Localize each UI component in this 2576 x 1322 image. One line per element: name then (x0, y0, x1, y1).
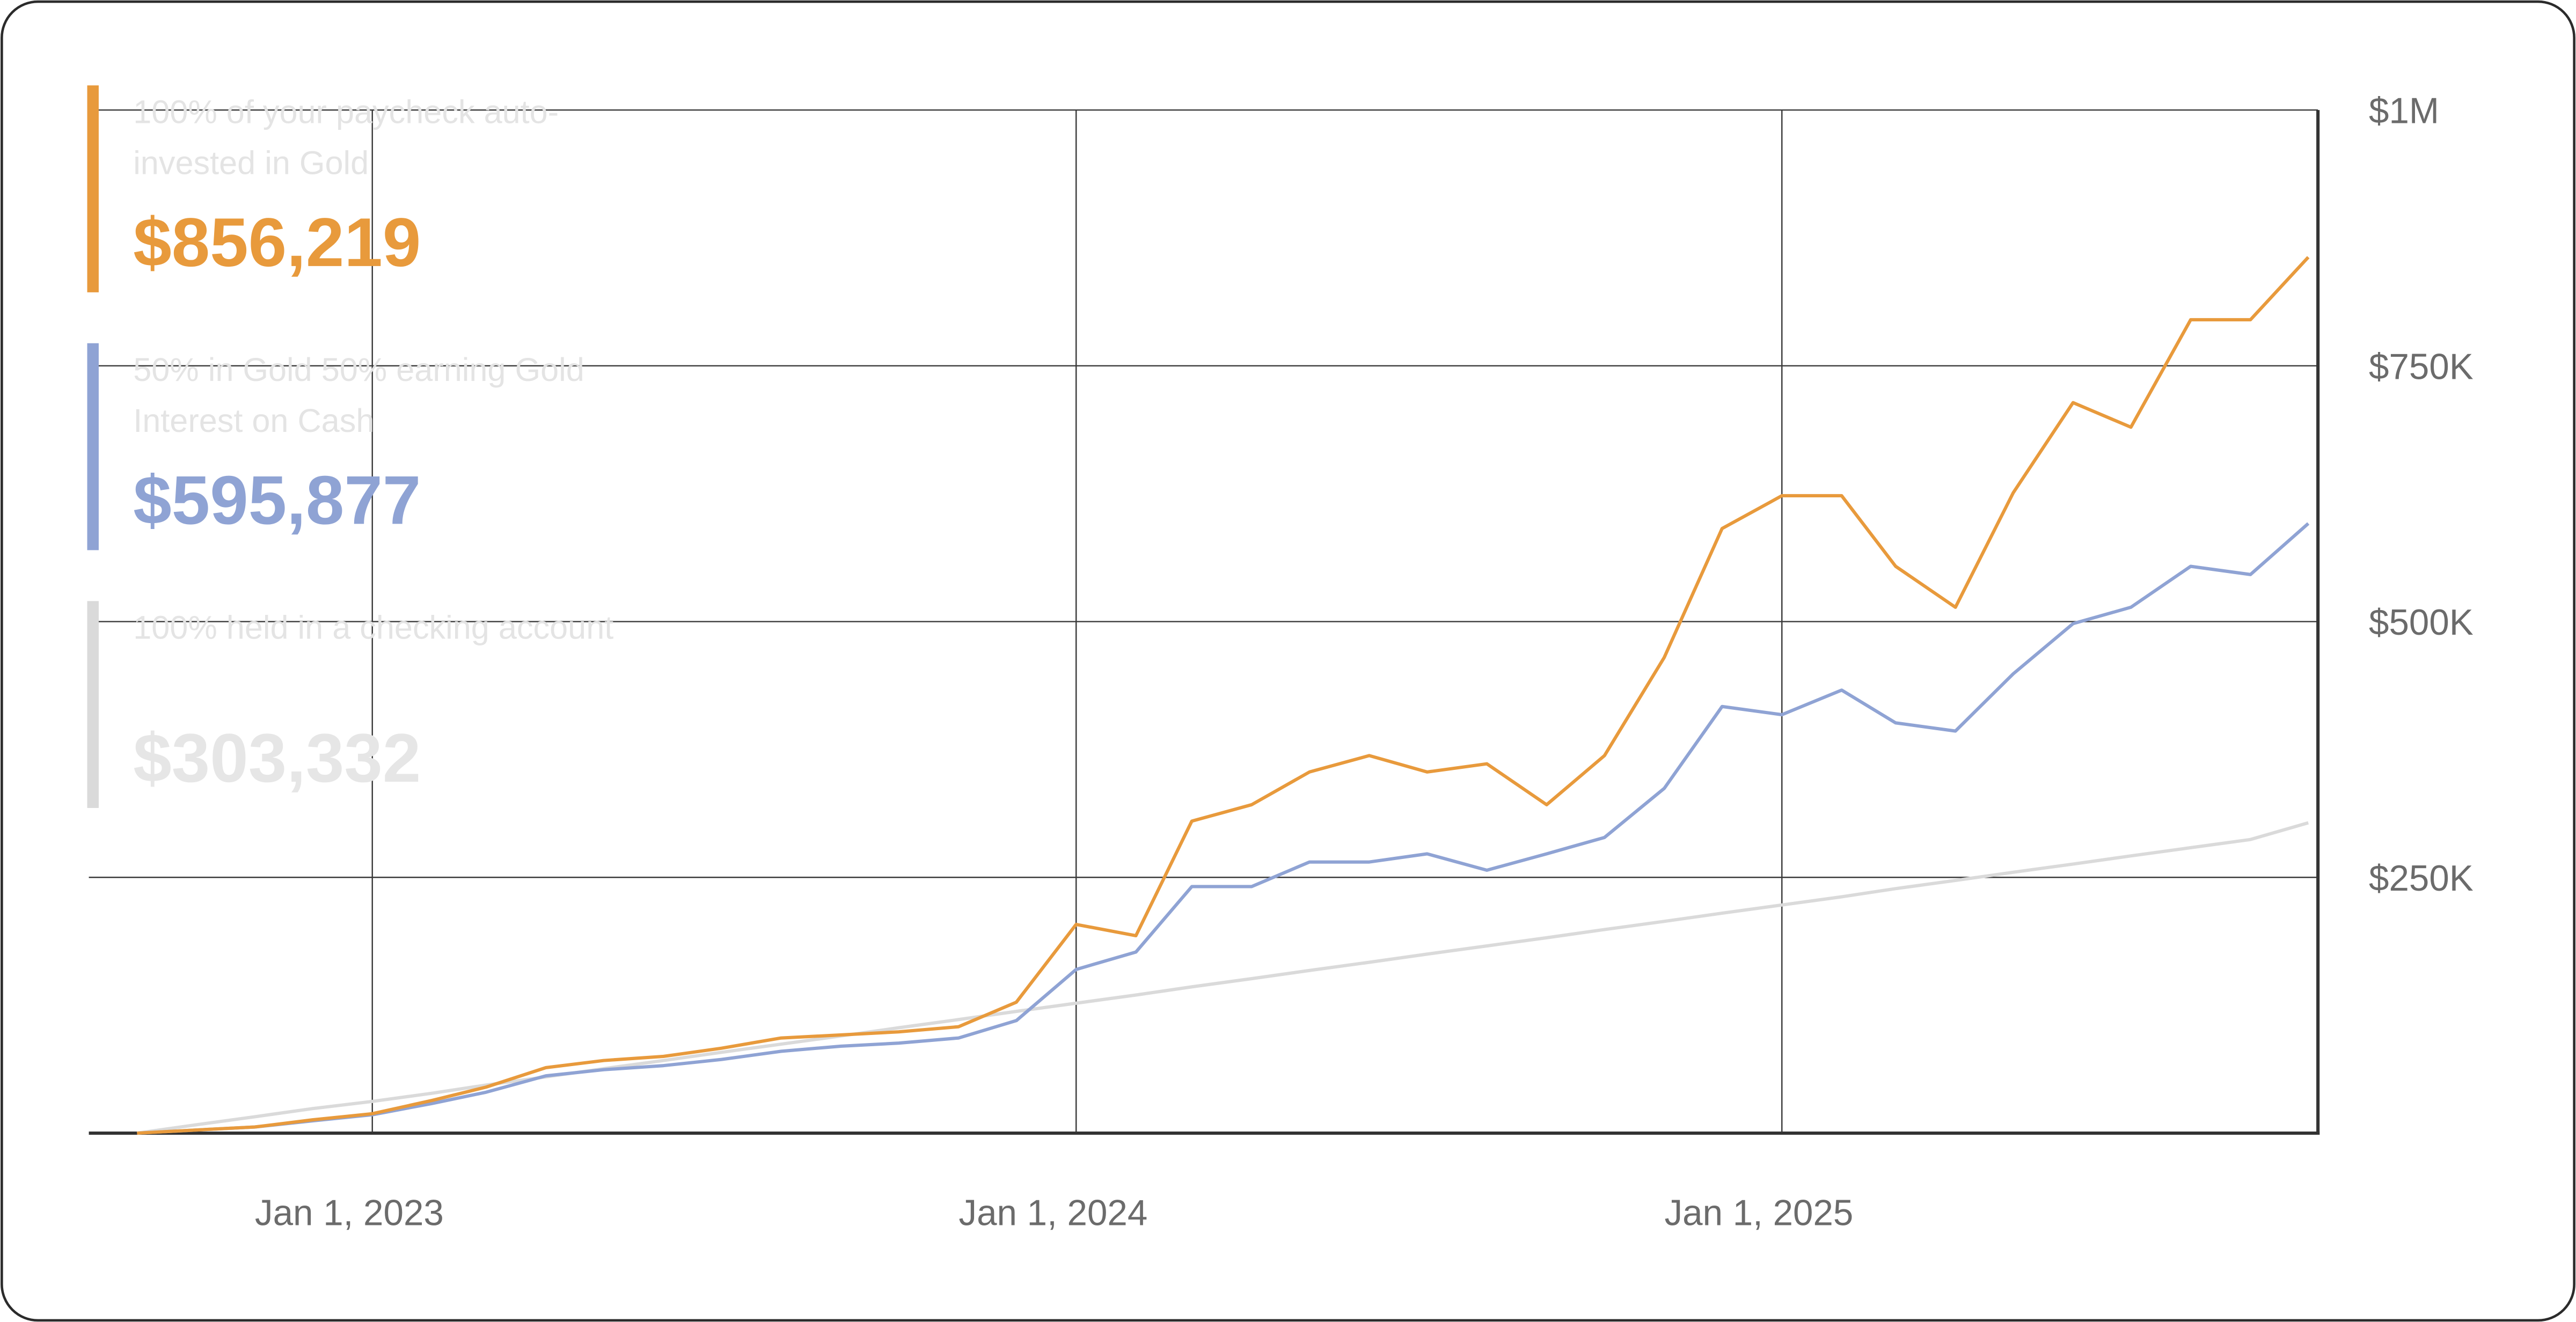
legend-value: $303,332 (133, 720, 421, 797)
legend-swatch (87, 85, 99, 292)
y-tick-label: $750K (2369, 347, 2473, 387)
legend-label-box: 100% held in a checking account (133, 611, 614, 647)
y-tick-label: $1M (2369, 91, 2439, 131)
y-tick-label: $250K (2369, 858, 2473, 899)
legend-value: $856,219 (133, 204, 421, 281)
x-tick-label: Jan 1, 2025 (1664, 1193, 1853, 1233)
legend-value: $595,877 (133, 462, 421, 539)
series-line (137, 256, 2310, 1135)
legend-swatch (87, 601, 99, 808)
legend-label-box: 50% in Gold 50% earning Gold Interest on… (133, 353, 584, 440)
x-tick-label: Jan 1, 2023 (255, 1193, 444, 1233)
grid: $250K $500K $750K $1M Jan 1, 2023 Jan 1, 2024… (89, 91, 2473, 1233)
series-line (137, 522, 2310, 1135)
x-tick-label: Jan 1, 2024 (958, 1193, 1147, 1233)
lines (136, 256, 2310, 1135)
legend-label: 100% held in a checking account (133, 611, 614, 647)
legend-swatch (87, 343, 99, 550)
y-tick-label: $500K (2369, 603, 2473, 643)
legend-label: 50% in Gold 50% earning Gold Interest on… (133, 353, 584, 440)
legend-label: 100% of your paycheck auto-invested in G… (133, 95, 559, 182)
legend-label-box: 100% of your paycheck auto-invested in G… (133, 95, 559, 182)
legend: 100% of your paycheck auto-invested in G… (87, 85, 614, 808)
